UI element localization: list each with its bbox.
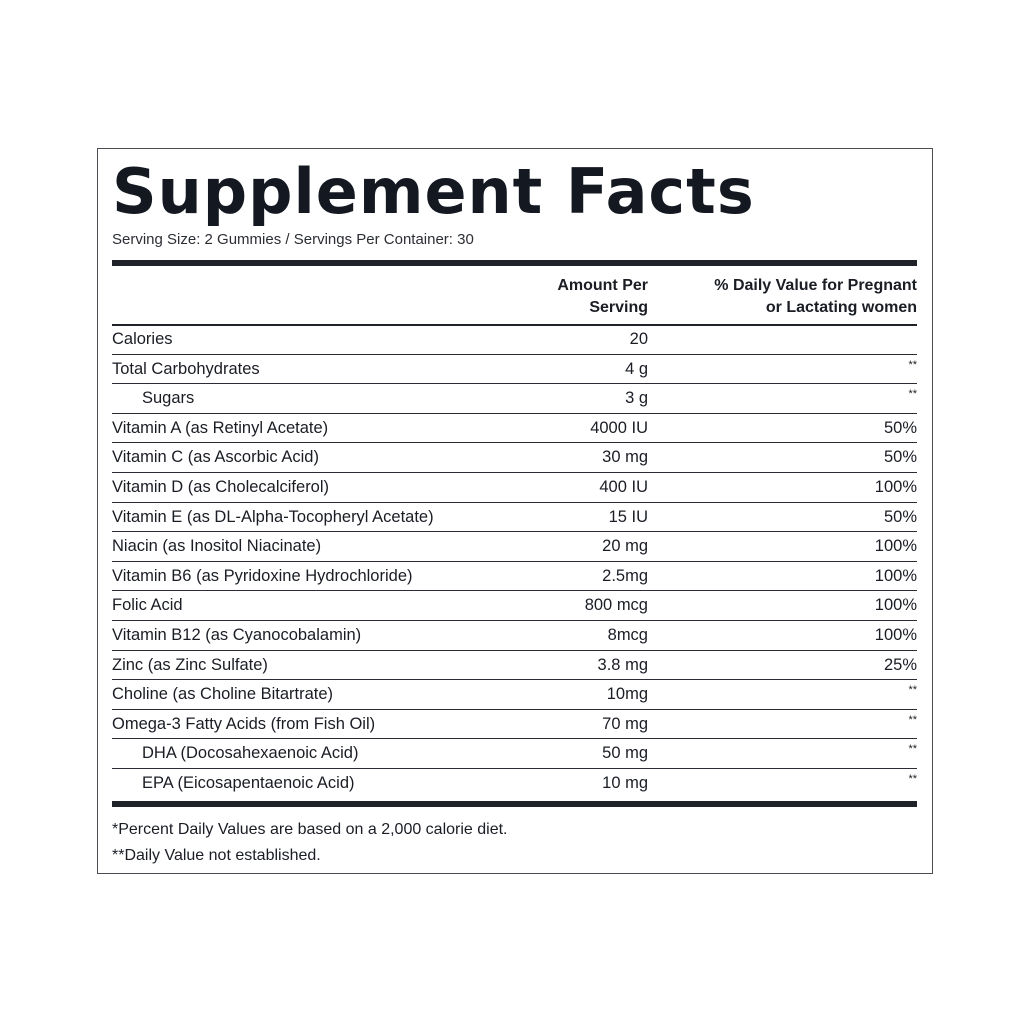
table-row: Calories 20 [112,325,917,355]
table-row: Vitamin B12 (as Cyanocobalamin) 8mcg 100% [112,621,917,651]
table-row: Total Carbohydrates 4 g ** [112,355,917,385]
nutrient-name: Niacin (as Inositol Niacinate) [112,537,322,556]
amount-per-serving: 3.8 mg [597,655,648,674]
table-row: Vitamin E (as DL-Alpha-Tocopheryl Acetat… [112,503,917,533]
footnote-dv-not-established: **Daily Value not established. [112,847,321,864]
nutrient-name: Vitamin D (as Cholecalciferol) [112,477,330,496]
daily-value: 50% [883,507,917,526]
table-row: Vitamin D (as Cholecalciferol) 400 IU 100% [112,473,917,503]
table-row: Folic Acid 800 mcg 100% [112,591,917,621]
amount-per-serving: 400 IU [599,477,648,496]
nutrient-name: Vitamin C (as Ascorbic Acid) [112,448,319,467]
amount-per-serving: 50 mg [602,744,648,763]
table-row: Omega-3 Fatty Acids (from Fish Oil) 70 mg… [112,710,917,740]
dv-header-line2: or Lactating women [765,299,917,316]
dv-header-line1: % Daily Value for Pregnant [714,277,917,294]
header-rule [112,324,917,326]
daily-value-column-header: % Daily Value for Pregnant or Lactating … [658,275,917,319]
daily-value: ** [908,713,917,726]
amount-per-serving: 70 mg [602,714,648,733]
amount-per-serving: 10mg [606,685,648,704]
daily-value: 100% [874,537,917,556]
daily-value: 100% [874,477,917,496]
table-row: Zinc (as Zinc Sulfate) 3.8 mg 25% [112,651,917,681]
label-title: Supplement Facts [112,155,755,228]
footnote-percent-dv: *Percent Daily Values are based on a 2,0… [112,821,508,838]
amount-per-serving: 20 mg [602,537,648,556]
amount-per-serving: 8mcg [607,625,648,644]
table-row: DHA (Docosahexaenoic Acid) 50 mg ** [112,739,917,769]
table-row: Choline (as Choline Bitartrate) 10mg ** [112,680,917,710]
amount-per-serving: 3 g [625,389,648,408]
daily-value: ** [908,743,917,756]
nutrient-name: DHA (Docosahexaenoic Acid) [142,744,359,763]
bottom-thick-rule [112,801,917,807]
table-row: Sugars 3 g ** [112,384,917,414]
nutrient-name: Vitamin B6 (as Pyridoxine Hydrochloride) [112,566,413,585]
amount-header-line2: Serving [589,299,648,316]
nutrient-table: Calories 20 Total Carbohydrates 4 g ** Sugars… [112,325,917,799]
daily-value: ** [908,388,917,401]
nutrient-name: Vitamin B12 (as Cyanocobalamin) [112,625,362,644]
amount-per-serving: 15 IU [608,507,648,526]
nutrient-name: Folic Acid [112,596,183,615]
serving-info: Serving Size: 2 Gummies / Servings Per C… [112,231,474,248]
amount-per-serving: 4000 IU [590,418,648,437]
supplement-facts-panel: Supplement Facts Serving Size: 2 Gummies… [97,148,933,874]
footnotes: *Percent Daily Values are based on a 2,0… [112,817,508,869]
daily-value: ** [908,358,917,371]
daily-value: 50% [883,418,917,437]
amount-per-serving: 800 mcg [584,596,648,615]
nutrient-name: Vitamin A (as Retinyl Acetate) [112,418,329,437]
nutrient-name: Calories [112,330,173,348]
amount-per-serving: 20 [629,330,648,348]
table-row: Vitamin C (as Ascorbic Acid) 30 mg 50% [112,443,917,473]
nutrient-name: Choline (as Choline Bitartrate) [112,685,334,704]
nutrient-name: Zinc (as Zinc Sulfate) [112,655,268,674]
daily-value: 25% [883,655,917,674]
amount-header-line1: Amount Per [557,277,648,294]
amount-per-serving: 10 mg [602,773,648,792]
daily-value: ** [908,772,917,785]
nutrient-name: EPA (Eicosapentaenoic Acid) [142,773,355,792]
table-row: Vitamin A (as Retinyl Acetate) 4000 IU 50% [112,414,917,444]
amount-per-serving: 30 mg [602,448,648,467]
amount-per-serving: 4 g [625,359,648,378]
table-row: Vitamin B6 (as Pyridoxine Hydrochloride)… [112,562,917,592]
daily-value: ** [908,684,917,697]
amount-column-header: Amount Per Serving [512,275,648,319]
nutrient-name: Total Carbohydrates [112,359,260,378]
nutrient-name: Sugars [142,389,195,408]
nutrient-name: Vitamin E (as DL-Alpha-Tocopheryl Acetat… [112,507,434,526]
top-thick-rule [112,260,917,266]
daily-value: 100% [874,566,917,585]
daily-value: 100% [874,596,917,615]
nutrient-name: Omega-3 Fatty Acids (from Fish Oil) [112,714,376,733]
table-row: EPA (Eicosapentaenoic Acid) 10 mg ** [112,769,917,799]
table-row: Niacin (as Inositol Niacinate) 20 mg 100% [112,532,917,562]
amount-per-serving: 2.5mg [602,566,648,585]
daily-value: 50% [883,448,917,467]
daily-value: 100% [874,625,917,644]
